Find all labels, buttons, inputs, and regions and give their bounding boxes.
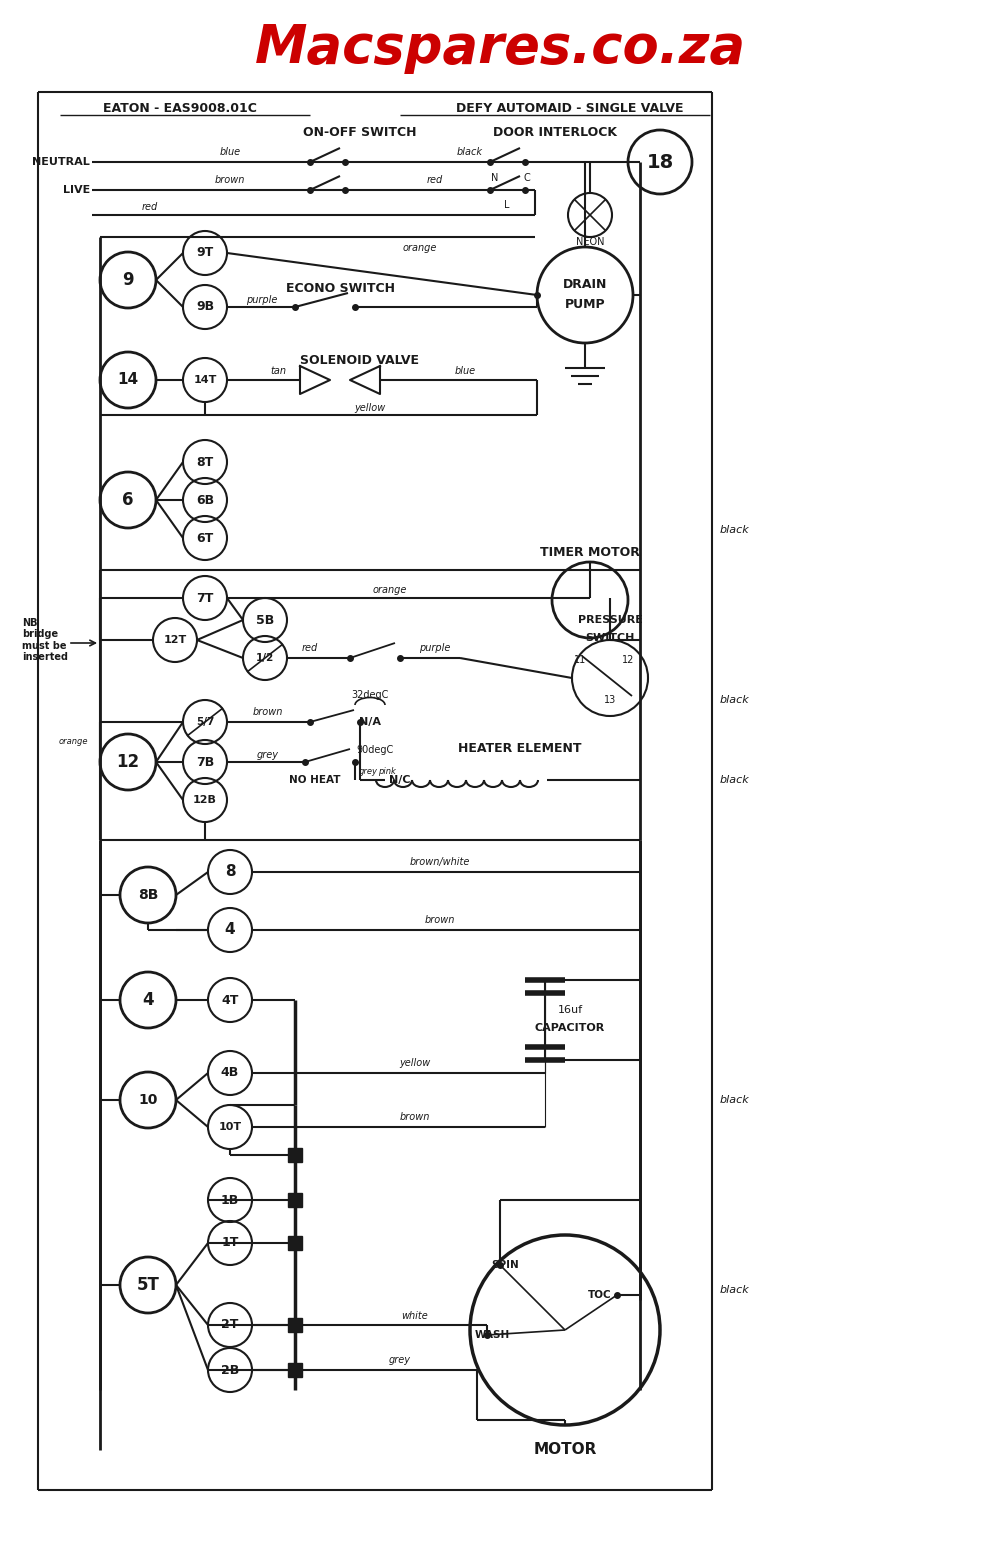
Text: grey: grey	[389, 1356, 411, 1365]
Text: 7B: 7B	[196, 755, 214, 768]
Text: SOLENOID VALVE: SOLENOID VALVE	[300, 354, 420, 366]
Text: N/A: N/A	[359, 717, 381, 727]
Text: red: red	[302, 644, 318, 653]
Text: 7T: 7T	[196, 591, 214, 605]
Text: PUMP: PUMP	[565, 298, 605, 312]
Text: 14: 14	[117, 372, 139, 388]
Text: brown: brown	[400, 1112, 430, 1121]
Text: TIMER MOTOR: TIMER MOTOR	[540, 546, 640, 560]
Text: PRESSURE: PRESSURE	[578, 616, 642, 625]
Text: 9B: 9B	[196, 301, 214, 313]
Text: HEATER ELEMENT: HEATER ELEMENT	[458, 741, 582, 754]
Text: 10: 10	[138, 1093, 158, 1107]
Text: 14T: 14T	[193, 375, 217, 385]
Text: 8B: 8B	[138, 889, 158, 903]
Text: black: black	[720, 1095, 750, 1104]
Text: brown/white: brown/white	[410, 858, 470, 867]
Text: 1T: 1T	[221, 1236, 239, 1250]
Text: blue: blue	[219, 147, 241, 157]
Bar	[288, 1193, 302, 1207]
Bar	[288, 1363, 302, 1377]
Text: MOTOR: MOTOR	[533, 1442, 597, 1458]
Text: DOOR INTERLOCK: DOOR INTERLOCK	[493, 127, 617, 140]
Text: blue: blue	[454, 366, 476, 375]
Text: 4: 4	[225, 923, 235, 937]
Text: 9: 9	[122, 271, 134, 288]
Text: 16uf: 16uf	[557, 1005, 583, 1014]
Text: black: black	[720, 524, 750, 535]
Text: DEFY AUTOMAID - SINGLE VALVE: DEFY AUTOMAID - SINGLE VALVE	[456, 101, 684, 115]
Text: grey: grey	[257, 751, 279, 760]
Text: brown: brown	[215, 175, 245, 185]
Text: TOC: TOC	[588, 1290, 612, 1300]
Text: WASH: WASH	[474, 1331, 510, 1340]
Text: NO HEAT: NO HEAT	[289, 776, 341, 785]
Text: 90degC: 90degC	[356, 744, 394, 755]
Text: 12T: 12T	[163, 634, 187, 645]
Text: black: black	[457, 147, 483, 157]
Text: 1B: 1B	[221, 1194, 239, 1207]
Bar	[288, 1318, 302, 1332]
Text: 2B: 2B	[221, 1363, 239, 1376]
Text: 1/2: 1/2	[256, 653, 274, 662]
Text: 5/7: 5/7	[196, 717, 214, 727]
Text: DRAIN: DRAIN	[563, 279, 607, 292]
Text: 4B: 4B	[221, 1067, 239, 1079]
Text: orange: orange	[58, 737, 88, 746]
Text: EATON - EAS9008.01C: EATON - EAS9008.01C	[103, 101, 257, 115]
Text: red: red	[427, 175, 443, 185]
Text: 6T: 6T	[196, 532, 214, 544]
Text: purple: purple	[246, 295, 278, 306]
Text: 6: 6	[122, 492, 134, 509]
Text: 18: 18	[646, 152, 674, 172]
Text: orange: orange	[373, 585, 407, 596]
Text: 4: 4	[142, 991, 154, 1010]
Text: ON-OFF SWITCH: ON-OFF SWITCH	[303, 127, 417, 140]
Text: 10T: 10T	[218, 1121, 242, 1132]
Text: black: black	[720, 776, 750, 785]
Text: yellow: yellow	[399, 1058, 431, 1069]
Text: yellow: yellow	[354, 403, 386, 413]
Text: brown: brown	[253, 707, 283, 717]
Text: NB
bridge
must be
inserted: NB bridge must be inserted	[22, 617, 68, 662]
Text: C: C	[524, 174, 530, 183]
Text: 2T: 2T	[221, 1318, 239, 1331]
Text: 32degC: 32degC	[351, 690, 389, 700]
Text: black: black	[720, 1284, 750, 1295]
Text: red: red	[142, 202, 158, 212]
Text: purple: purple	[419, 644, 451, 653]
Text: 12: 12	[622, 655, 634, 665]
Text: 5B: 5B	[256, 614, 274, 627]
Text: 4T: 4T	[221, 994, 239, 1007]
Text: 8T: 8T	[196, 456, 214, 468]
Text: L: L	[504, 200, 510, 209]
Text: NEUTRAL: NEUTRAL	[32, 157, 90, 168]
Text: 5T: 5T	[137, 1276, 159, 1294]
Text: tan: tan	[270, 366, 286, 375]
Text: orange: orange	[403, 244, 437, 253]
Text: 12: 12	[116, 752, 140, 771]
Text: CAPACITOR: CAPACITOR	[535, 1024, 605, 1033]
Text: N/C: N/C	[389, 776, 411, 785]
Text: 12B: 12B	[193, 796, 217, 805]
Text: white: white	[402, 1311, 428, 1321]
Text: SWITCH: SWITCH	[585, 633, 635, 644]
Text: LIVE: LIVE	[63, 185, 90, 195]
Text: brown: brown	[425, 915, 455, 924]
Text: N: N	[491, 174, 499, 183]
Text: 11: 11	[574, 655, 586, 665]
Text: ECONO SWITCH: ECONO SWITCH	[286, 281, 394, 295]
Text: SPIN: SPIN	[491, 1259, 519, 1270]
Bar	[288, 1236, 302, 1250]
Text: NEON: NEON	[576, 237, 604, 247]
Text: 8: 8	[225, 864, 235, 879]
Text: 13: 13	[604, 695, 616, 706]
Text: 9T: 9T	[196, 247, 214, 259]
Bar	[288, 1148, 302, 1162]
Text: grey: grey	[358, 766, 378, 776]
Text: 6B: 6B	[196, 493, 214, 507]
Text: black: black	[720, 695, 750, 706]
Text: Macspares.co.za: Macspares.co.za	[254, 22, 746, 74]
Text: pink: pink	[378, 766, 396, 776]
